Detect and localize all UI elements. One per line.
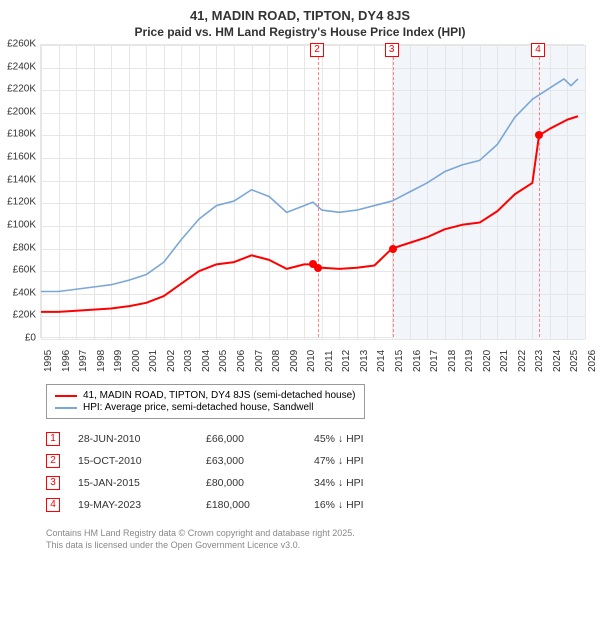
x-axis-label: 2016 xyxy=(412,350,423,372)
sales-row-marker: 3 xyxy=(46,476,60,490)
x-axis-label: 2009 xyxy=(289,350,300,372)
sales-row-amount: £180,000 xyxy=(206,499,296,511)
sales-row-vs-hpi: 47% ↓ HPI xyxy=(314,455,404,467)
sales-row-date: 15-OCT-2010 xyxy=(78,455,188,467)
sales-row-amount: £80,000 xyxy=(206,477,296,489)
x-axis-label: 2015 xyxy=(394,350,405,372)
plot-area xyxy=(40,44,584,338)
gridline-v xyxy=(585,45,586,339)
chart-title: 41, MADIN ROAD, TIPTON, DY4 8JS xyxy=(0,0,600,23)
sale-point-marker xyxy=(314,264,322,272)
sales-row-date: 15-JAN-2015 xyxy=(78,477,188,489)
x-axis-label: 2018 xyxy=(447,350,458,372)
sales-row-vs-hpi: 45% ↓ HPI xyxy=(314,433,404,445)
x-axis-label: 2004 xyxy=(201,350,212,372)
y-axis-label: £140K xyxy=(0,174,36,185)
x-axis-label: 1999 xyxy=(113,350,124,372)
legend-item: HPI: Average price, semi-detached house,… xyxy=(55,402,356,413)
x-axis-label: 1998 xyxy=(96,350,107,372)
footer-attribution: Contains HM Land Registry data © Crown c… xyxy=(46,528,355,551)
sales-row-vs-hpi: 34% ↓ HPI xyxy=(314,477,404,489)
footer-line1: Contains HM Land Registry data © Crown c… xyxy=(46,528,355,540)
y-axis-label: £200K xyxy=(0,106,36,117)
series-line xyxy=(41,79,578,292)
x-axis-label: 1995 xyxy=(43,350,54,372)
sales-row-amount: £63,000 xyxy=(206,455,296,467)
x-axis-label: 2013 xyxy=(359,350,370,372)
chart-container: 41, MADIN ROAD, TIPTON, DY4 8JS Price pa… xyxy=(0,0,600,620)
y-axis-label: £20K xyxy=(0,310,36,321)
gridline-h xyxy=(41,339,585,340)
y-axis-label: £120K xyxy=(0,197,36,208)
x-axis-label: 2008 xyxy=(271,350,282,372)
x-axis-label: 2010 xyxy=(306,350,317,372)
legend: 41, MADIN ROAD, TIPTON, DY4 8JS (semi-de… xyxy=(46,384,365,419)
y-axis-label: £240K xyxy=(0,61,36,72)
x-axis-label: 2024 xyxy=(552,350,563,372)
x-axis-label: 2014 xyxy=(376,350,387,372)
x-axis-label: 2003 xyxy=(183,350,194,372)
y-axis-label: £260K xyxy=(0,39,36,50)
legend-label: 41, MADIN ROAD, TIPTON, DY4 8JS (semi-de… xyxy=(83,390,356,401)
sale-point-marker xyxy=(389,245,397,253)
sale-point-marker xyxy=(535,131,543,139)
sales-row-date: 19-MAY-2023 xyxy=(78,499,188,511)
x-axis-label: 1996 xyxy=(61,350,72,372)
sales-row: 1 28-JUN-2010 £66,000 45% ↓ HPI xyxy=(46,428,404,450)
sales-row: 4 19-MAY-2023 £180,000 16% ↓ HPI xyxy=(46,494,404,516)
x-axis-label: 2000 xyxy=(131,350,142,372)
y-axis-label: £80K xyxy=(0,242,36,253)
chart-subtitle: Price paid vs. HM Land Registry's House … xyxy=(0,25,600,39)
y-axis-label: £40K xyxy=(0,287,36,298)
legend-swatch xyxy=(55,407,77,409)
sales-row-amount: £66,000 xyxy=(206,433,296,445)
y-axis-label: £180K xyxy=(0,129,36,140)
x-axis-label: 2025 xyxy=(569,350,580,372)
annotation-marker: 3 xyxy=(385,43,399,57)
x-axis-label: 1997 xyxy=(78,350,89,372)
x-axis-label: 2005 xyxy=(218,350,229,372)
x-axis-label: 2026 xyxy=(587,350,598,372)
legend-item: 41, MADIN ROAD, TIPTON, DY4 8JS (semi-de… xyxy=(55,390,356,401)
sales-table: 1 28-JUN-2010 £66,000 45% ↓ HPI 2 15-OCT-2010… xyxy=(46,428,404,516)
x-axis-label: 2019 xyxy=(464,350,475,372)
x-axis-label: 2011 xyxy=(324,350,335,372)
sales-row-date: 28-JUN-2010 xyxy=(78,433,188,445)
sales-row-marker: 2 xyxy=(46,454,60,468)
y-axis-label: £60K xyxy=(0,265,36,276)
x-axis-label: 2020 xyxy=(482,350,493,372)
y-axis-label: £160K xyxy=(0,152,36,163)
x-axis-label: 2007 xyxy=(254,350,265,372)
x-axis-label: 2012 xyxy=(341,350,352,372)
x-axis-label: 2022 xyxy=(517,350,528,372)
footer-line2: This data is licensed under the Open Gov… xyxy=(46,540,355,552)
sales-row-vs-hpi: 16% ↓ HPI xyxy=(314,499,404,511)
sales-row-marker: 4 xyxy=(46,498,60,512)
x-axis-label: 2002 xyxy=(166,350,177,372)
sales-row: 3 15-JAN-2015 £80,000 34% ↓ HPI xyxy=(46,472,404,494)
y-axis-label: £100K xyxy=(0,219,36,230)
x-axis-label: 2021 xyxy=(499,350,510,372)
y-axis-label: £220K xyxy=(0,84,36,95)
y-axis-label: £0 xyxy=(0,333,36,344)
x-axis-label: 2006 xyxy=(236,350,247,372)
x-axis-label: 2001 xyxy=(148,350,159,372)
sales-row: 2 15-OCT-2010 £63,000 47% ↓ HPI xyxy=(46,450,404,472)
series-svg xyxy=(41,45,585,339)
annotation-marker: 4 xyxy=(531,43,545,57)
sales-row-marker: 1 xyxy=(46,432,60,446)
x-axis-label: 2017 xyxy=(429,350,440,372)
legend-swatch xyxy=(55,395,77,397)
legend-label: HPI: Average price, semi-detached house,… xyxy=(83,402,314,413)
annotation-marker: 2 xyxy=(310,43,324,57)
x-axis-label: 2023 xyxy=(534,350,545,372)
